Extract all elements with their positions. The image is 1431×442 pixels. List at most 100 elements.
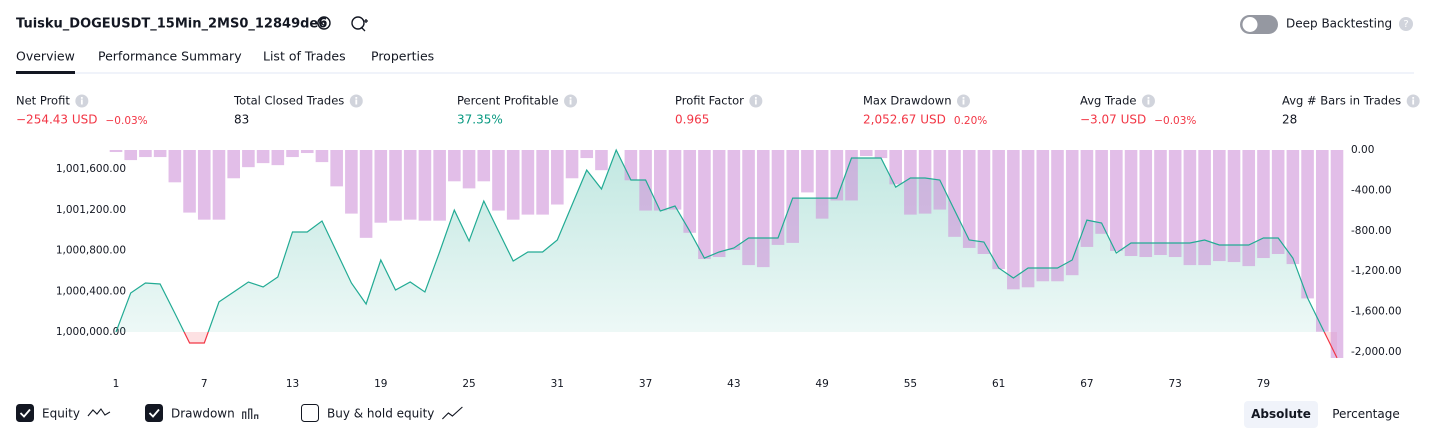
- drawdown-bar: [712, 150, 726, 258]
- metric-label: Max Drawdown: [863, 94, 952, 108]
- drawdown-bar: [1271, 150, 1285, 254]
- drawdown-bar: [948, 150, 961, 237]
- info-bar: [962, 99, 965, 105]
- x-tick-label: 79: [1257, 378, 1270, 390]
- metric-value: −254.43 USD: [16, 113, 98, 127]
- drawdown-bar: [1257, 150, 1270, 259]
- checkbox: [301, 404, 319, 422]
- drawdown-bar: [242, 150, 255, 168]
- legend-icon: [242, 408, 259, 419]
- drawdown-bar: [1021, 150, 1035, 288]
- y2-tick-label: 0.00: [1351, 144, 1374, 156]
- drawdown-bar: [668, 150, 682, 210]
- info-point: [80, 97, 83, 99]
- drawdown-bar: [992, 150, 1005, 270]
- drawdown-bar: [1124, 150, 1138, 257]
- info-icon: [75, 94, 89, 108]
- info-bar: [754, 99, 757, 105]
- tab[interactable]: Performance Summary: [98, 49, 242, 64]
- metric-value: 2,052.67 USD: [863, 113, 946, 127]
- mode-button[interactable]: Absolute: [1251, 407, 1311, 421]
- refresh-icon[interactable]: [351, 16, 368, 32]
- drawdown-bar: [1183, 150, 1197, 266]
- y-tick-label: 1,000,400.00: [56, 285, 126, 297]
- drawdown-bar: [1330, 150, 1344, 358]
- x-tick-label: 7: [201, 378, 208, 390]
- metric-value: 83: [234, 113, 249, 127]
- metric-label: Profit Factor: [675, 94, 744, 108]
- info-icon: [1406, 94, 1420, 108]
- drawdown-bar: [1080, 150, 1094, 247]
- drawdown-bar: [859, 150, 873, 157]
- drawdown-bar: [536, 150, 549, 215]
- metric-label: Avg Trade: [1080, 94, 1136, 108]
- checkmark: [148, 408, 160, 418]
- legend-label: Drawdown: [171, 407, 235, 421]
- mode-button[interactable]: Percentage: [1332, 407, 1400, 421]
- legend-toggle[interactable]: Equity: [16, 404, 111, 422]
- x-tick-label: 13: [286, 378, 299, 390]
- drawdown-bar: [756, 150, 770, 268]
- drawdown-bar: [845, 150, 858, 201]
- metric-label: Net Profit: [16, 94, 70, 108]
- drawdown-bar: [624, 150, 638, 181]
- x-tick-label: 31: [551, 378, 564, 390]
- drawdown-bar: [374, 150, 388, 223]
- x-tick-label: 61: [992, 378, 1005, 390]
- drawdown-bar: [1110, 150, 1123, 251]
- legend-toggle[interactable]: Buy & hold equity: [301, 404, 463, 422]
- drawdown-bar: [315, 150, 329, 163]
- legend-toggle[interactable]: Drawdown: [145, 404, 259, 422]
- mode-active-bg: [1244, 401, 1318, 428]
- drawdown-bar: [801, 150, 814, 193]
- settings-icon[interactable]: [317, 16, 331, 30]
- metric-value: 0.965: [675, 113, 709, 127]
- metric-label: Percent Profitable: [457, 94, 559, 108]
- drawdown-bar: [1154, 150, 1167, 255]
- drawdown-bar: [109, 150, 123, 153]
- deep-backtesting-switch[interactable]: [1240, 15, 1278, 34]
- drawdown-bar: [830, 150, 844, 201]
- metric-label: Total Closed Trades: [233, 94, 344, 108]
- drawdown-bar: [197, 150, 211, 220]
- help-glyph: ?: [1403, 19, 1408, 30]
- x-tick-label: 55: [904, 378, 917, 390]
- tab[interactable]: List of Trades: [263, 49, 346, 64]
- equity-area: [116, 150, 1337, 358]
- drawdown-bar: [977, 150, 991, 254]
- y2-tick-label: -2,000.00: [1351, 346, 1402, 358]
- info-bar: [80, 99, 83, 105]
- drawdown-bar: [1051, 150, 1064, 282]
- legend-label: Equity: [42, 407, 80, 421]
- drawdown-bar: [551, 150, 564, 205]
- equity-line: [115, 148, 1338, 359]
- drawdown-bar: [271, 150, 285, 166]
- info-icon: [564, 94, 578, 108]
- tab[interactable]: Properties: [371, 49, 434, 64]
- drawdown-bar: [815, 150, 829, 219]
- toggle-label: Deep Backtesting: [1286, 17, 1392, 31]
- drawdown-bar: [1007, 150, 1020, 290]
- drawdown-bar: [418, 150, 432, 221]
- drawdown-bar: [1139, 150, 1153, 258]
- info-point: [1147, 97, 1150, 99]
- drawdown-bar: [345, 150, 358, 214]
- drawdown-bar: [359, 150, 373, 238]
- drawdown-bar: [874, 150, 888, 159]
- tab[interactable]: Overview: [16, 49, 75, 64]
- info-icon: [1141, 94, 1155, 108]
- drawdown-bar: [462, 150, 476, 189]
- info-bar: [1147, 99, 1150, 105]
- drawdown-bar: [124, 150, 138, 161]
- x-tick-label: 43: [727, 378, 740, 390]
- metric-label: Avg # Bars in Trades: [1282, 94, 1401, 108]
- drawdown-bar: [492, 150, 505, 211]
- y2-tick-label: -1,600.00: [1351, 306, 1402, 318]
- help-icon[interactable]: ?: [1399, 17, 1413, 31]
- drawdown-bar: [477, 150, 491, 182]
- drawdown-bar: [183, 150, 196, 213]
- drawdown-bar: [580, 150, 594, 159]
- info-point: [569, 97, 572, 99]
- x-tick-label: 49: [815, 378, 828, 390]
- drawdown-bar: [771, 150, 785, 245]
